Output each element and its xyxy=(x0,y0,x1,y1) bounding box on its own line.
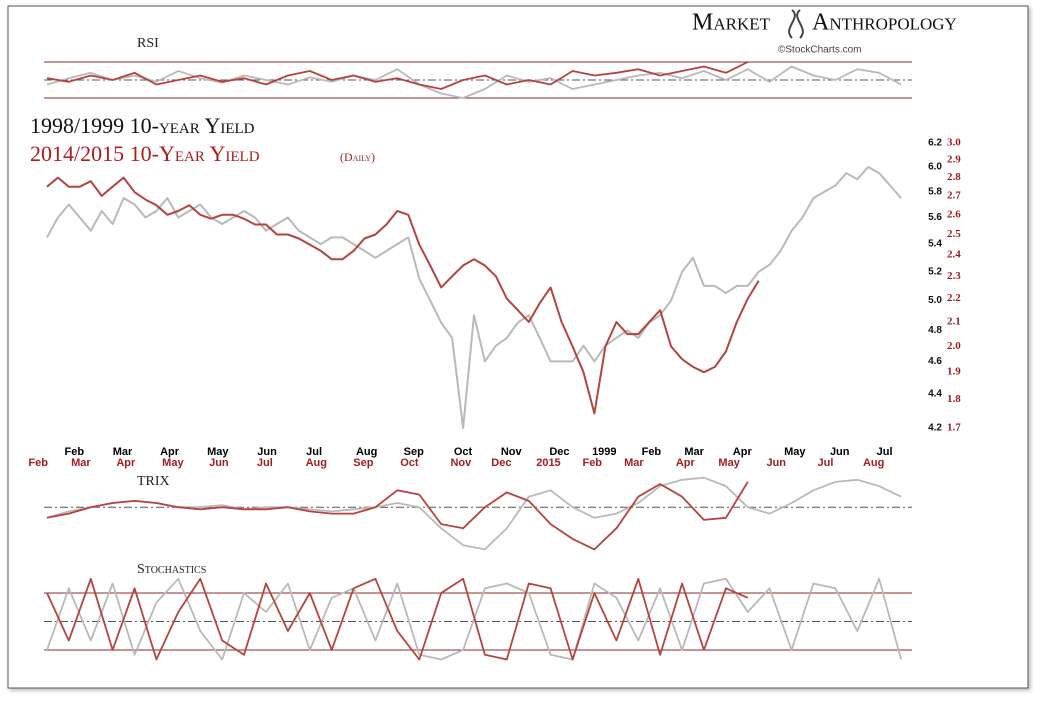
x-tick-label: Feb xyxy=(582,457,602,469)
y2-tick-label: 2.6 xyxy=(947,208,961,220)
x-tick-label: Feb xyxy=(642,446,662,458)
y-tick-label: 4.4 xyxy=(928,389,942,400)
frame xyxy=(7,5,1029,689)
x-tick-label: May xyxy=(162,457,184,469)
series-line xyxy=(46,65,902,99)
y-tick-label: 4.2 xyxy=(928,423,942,434)
y2-tick-label: 1.7 xyxy=(947,422,961,434)
x-tick-label: Apr xyxy=(160,446,180,458)
y-tick-label: 5.0 xyxy=(928,295,942,306)
x-tick-label: Nov xyxy=(501,446,523,458)
x-tick-label: 1999 xyxy=(592,446,616,458)
y-tick-label: 5.4 xyxy=(928,239,942,250)
y-tick-label: 6.0 xyxy=(928,162,942,173)
x-tick-label: Oct xyxy=(400,457,419,469)
y-tick-label: 5.6 xyxy=(928,212,942,223)
x-tick-label: Sep xyxy=(404,446,424,458)
x-tick-label: Mar xyxy=(684,446,704,458)
x-tick-label: Aug xyxy=(863,457,884,469)
y2-tick-label: 3.0 xyxy=(947,137,961,149)
y2-tick-label: 1.8 xyxy=(947,393,961,405)
x-tick-label: Jul xyxy=(257,457,273,469)
x-tick-label: Nov xyxy=(450,457,472,469)
x-tick-label: Dec xyxy=(491,457,511,469)
x-tick-label: Jun xyxy=(830,446,850,458)
y2-tick-label: 2.8 xyxy=(947,171,961,183)
x-tick-label: Mar xyxy=(113,446,133,458)
x-tick-label: Jun xyxy=(209,457,229,469)
y2-tick-label: 2.4 xyxy=(947,248,961,260)
x-tick-label: Mar xyxy=(71,457,91,469)
title: 1998/1999 10-year Yield xyxy=(30,113,255,138)
x-tick-label: Jul xyxy=(306,446,322,458)
x-tick-label: Jun xyxy=(766,457,786,469)
x-tick-label: Apr xyxy=(116,457,136,469)
x-tick-label: Jul xyxy=(877,446,893,458)
x-tick-label: Aug xyxy=(306,457,327,469)
x-tick-label: Feb xyxy=(28,457,48,469)
y-tick-label: 4.8 xyxy=(928,325,942,336)
series-line xyxy=(46,166,902,429)
x-tick-label: Aug xyxy=(356,446,377,458)
annotation: (Daily) xyxy=(340,150,375,164)
series-line xyxy=(46,61,749,90)
x-tick-label: May xyxy=(207,446,229,458)
panel-title: Stochastics xyxy=(137,562,206,577)
x-tick-label: Dec xyxy=(549,446,569,458)
subtitle: 2014/2015 10-Year Yield xyxy=(30,141,260,166)
y-tick-label: 6.2 xyxy=(928,138,942,149)
y2-tick-label: 2.7 xyxy=(947,189,961,201)
x-tick-label: Jul xyxy=(818,457,834,469)
series-line xyxy=(46,481,749,551)
x-tick-label: Sep xyxy=(353,457,373,469)
panel-title: RSI xyxy=(137,36,159,51)
y2-tick-label: 2.3 xyxy=(947,270,961,282)
x-tick-label: Jun xyxy=(257,446,277,458)
y-tick-label: 5.2 xyxy=(928,266,942,277)
y2-tick-label: 2.1 xyxy=(947,316,961,328)
x-tick-label: Apr xyxy=(733,446,753,458)
x-tick-label: Apr xyxy=(676,457,696,469)
y-tick-label: 5.8 xyxy=(928,186,942,197)
logo-helix xyxy=(788,9,804,39)
panel-title: TRIX xyxy=(137,474,170,489)
x-tick-label: Feb xyxy=(65,446,85,458)
x-tick-label: May xyxy=(718,457,740,469)
x-tick-label: 2015 xyxy=(536,457,560,469)
brand-right: Anthropology xyxy=(812,10,957,36)
x-tick-label: Oct xyxy=(454,446,473,458)
series-line xyxy=(46,176,760,415)
y2-tick-label: 2.5 xyxy=(947,228,961,240)
series-line xyxy=(46,577,749,661)
x-tick-label: Mar xyxy=(624,457,644,469)
credit: ©StockCharts.com xyxy=(778,45,862,56)
y-tick-label: 4.6 xyxy=(928,356,942,367)
series-line xyxy=(46,476,902,551)
y2-tick-label: 2.9 xyxy=(947,154,961,166)
brand-left: Market xyxy=(692,10,771,36)
y2-tick-label: 1.9 xyxy=(947,366,961,378)
x-tick-label: May xyxy=(784,446,806,458)
y2-tick-label: 2.2 xyxy=(947,292,961,304)
y2-tick-label: 2.0 xyxy=(947,340,961,352)
